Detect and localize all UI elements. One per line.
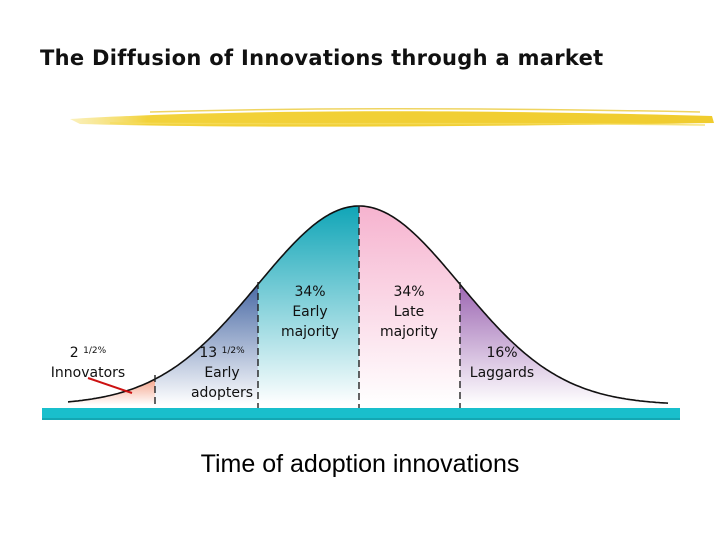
label-early-majority: 34% Early majority bbox=[280, 284, 340, 340]
label-early-adopters: 13 1/2% Early adopters bbox=[190, 345, 254, 401]
label-late-majority: 34% Late majority bbox=[379, 284, 439, 340]
time-axis-bar bbox=[42, 408, 680, 420]
innovators-pointer bbox=[87, 377, 133, 394]
slide-title: The Diffusion of Innovations through a m… bbox=[40, 46, 604, 70]
label-laggards: 16% Laggards bbox=[469, 345, 535, 381]
bell-curve-line bbox=[67, 205, 669, 404]
segment-laggards bbox=[460, 284, 668, 405]
segment-innovators bbox=[68, 379, 155, 405]
label-innovators: 2 1/2% Innovators bbox=[50, 345, 126, 381]
x-axis-label: Time of adoption innovations bbox=[200, 450, 520, 478]
